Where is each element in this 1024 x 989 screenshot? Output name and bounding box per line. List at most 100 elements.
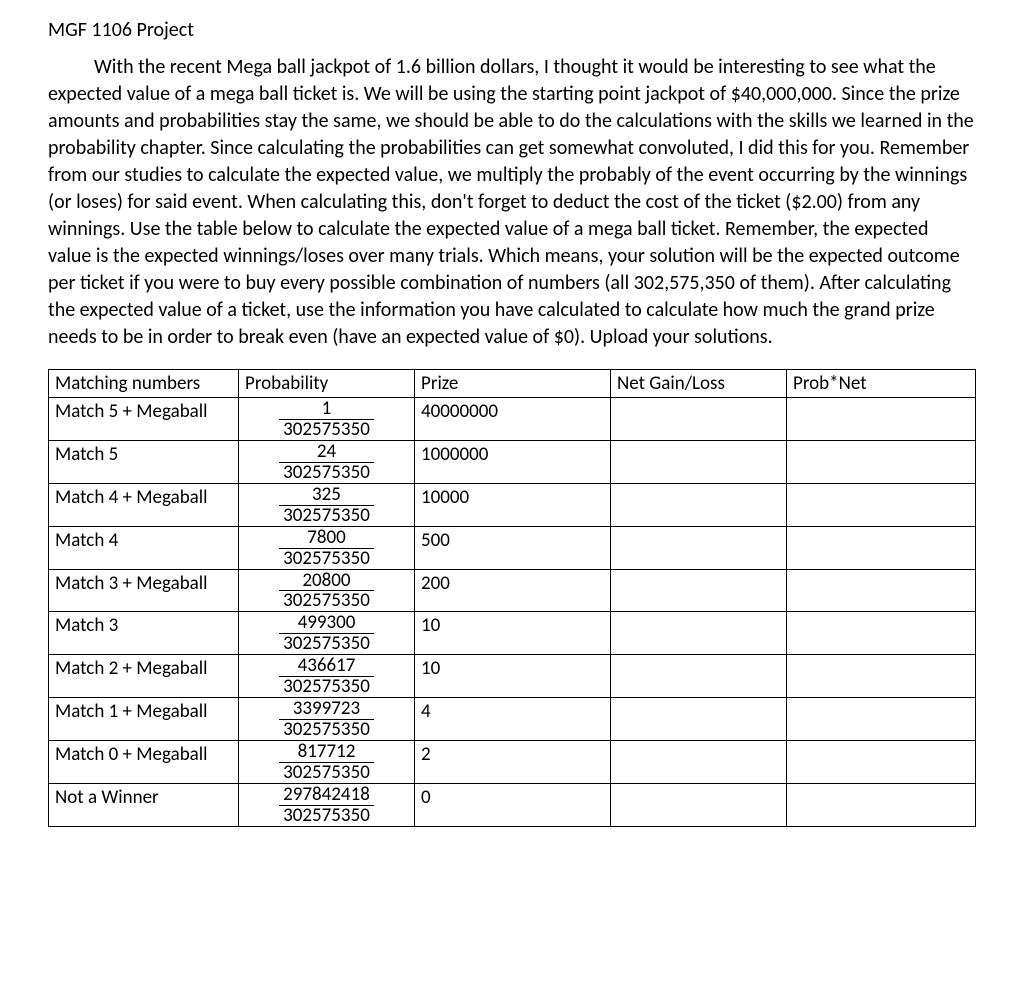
cell-net (611, 569, 787, 612)
page-title: MGF 1106 Project (48, 18, 976, 42)
probability-fraction: 24302575350 (279, 442, 374, 483)
fraction-numerator: 24 (279, 442, 374, 462)
cell-probability: 325302575350 (239, 483, 415, 526)
cell-probability: 20800302575350 (239, 569, 415, 612)
fraction-denominator: 302575350 (279, 762, 374, 783)
fraction-denominator: 302575350 (279, 548, 374, 569)
fraction-numerator: 436617 (279, 656, 374, 676)
cell-net (611, 741, 787, 784)
cell-matching: Match 3 (49, 612, 239, 655)
cell-net (611, 483, 787, 526)
fraction-denominator: 302575350 (279, 462, 374, 483)
cell-prize: 10 (415, 655, 611, 698)
fraction-numerator: 7800 (279, 528, 374, 548)
fraction-numerator: 3399723 (279, 699, 374, 719)
cell-probnet (787, 783, 976, 826)
cell-probnet (787, 612, 976, 655)
cell-probability: 7800302575350 (239, 526, 415, 569)
cell-net (611, 526, 787, 569)
cell-prize: 2 (415, 741, 611, 784)
cell-matching: Not a Winner (49, 783, 239, 826)
table-row: Match 5 24302575350 1000000 (49, 440, 976, 483)
cell-probnet (787, 483, 976, 526)
cell-net (611, 440, 787, 483)
cell-probability: 499300302575350 (239, 612, 415, 655)
fraction-denominator: 302575350 (279, 633, 374, 654)
cell-matching: Match 4 (49, 526, 239, 569)
fraction-numerator: 325 (279, 485, 374, 505)
cell-prize: 4 (415, 698, 611, 741)
table-row: Match 3 + Megaball 20800302575350 200 (49, 569, 976, 612)
cell-matching: Match 5 + Megaball (49, 398, 239, 441)
cell-probability: 24302575350 (239, 440, 415, 483)
cell-net (611, 655, 787, 698)
cell-prize: 200 (415, 569, 611, 612)
col-header-prize: Prize (415, 370, 611, 398)
fraction-denominator: 302575350 (279, 419, 374, 440)
cell-prize: 40000000 (415, 398, 611, 441)
cell-probnet (787, 569, 976, 612)
document-page: MGF 1106 Project With the recent Mega ba… (0, 0, 1024, 867)
fraction-denominator: 302575350 (279, 505, 374, 526)
cell-probnet (787, 698, 976, 741)
fraction-denominator: 302575350 (279, 719, 374, 740)
cell-net (611, 612, 787, 655)
table-row: Match 4 + Megaball 325302575350 10000 (49, 483, 976, 526)
table-row: Not a Winner 297842418302575350 0 (49, 783, 976, 826)
cell-prize: 10000 (415, 483, 611, 526)
fraction-denominator: 302575350 (279, 805, 374, 826)
col-header-probnet: Prob*Net (787, 370, 976, 398)
table-row: Match 4 7800302575350 500 (49, 526, 976, 569)
table-row: Match 2 + Megaball 436617302575350 10 (49, 655, 976, 698)
probability-fraction: 499300302575350 (279, 613, 374, 654)
cell-net (611, 783, 787, 826)
col-header-net: Net Gain/Loss (611, 370, 787, 398)
cell-prize: 0 (415, 783, 611, 826)
cell-probability: 817712302575350 (239, 741, 415, 784)
cell-net (611, 698, 787, 741)
cell-prize: 1000000 (415, 440, 611, 483)
cell-probnet (787, 655, 976, 698)
table-row: Match 0 + Megaball 817712302575350 2 (49, 741, 976, 784)
fraction-denominator: 302575350 (279, 676, 374, 697)
probability-fraction: 297842418302575350 (279, 785, 374, 826)
cell-probnet (787, 526, 976, 569)
cell-probnet (787, 398, 976, 441)
fraction-numerator: 20800 (279, 571, 374, 591)
cell-matching: Match 1 + Megaball (49, 698, 239, 741)
probability-fraction: 3399723302575350 (279, 699, 374, 740)
cell-prize: 10 (415, 612, 611, 655)
cell-matching: Match 4 + Megaball (49, 483, 239, 526)
cell-net (611, 398, 787, 441)
cell-probnet (787, 741, 976, 784)
cell-matching: Match 3 + Megaball (49, 569, 239, 612)
cell-matching: Match 0 + Megaball (49, 741, 239, 784)
probability-fraction: 20800302575350 (279, 571, 374, 612)
fraction-numerator: 817712 (279, 742, 374, 762)
probability-fraction: 817712302575350 (279, 742, 374, 783)
body-paragraph: With the recent Mega ball jackpot of 1.6… (48, 54, 976, 351)
probability-fraction: 7800302575350 (279, 528, 374, 569)
col-header-matching: Matching numbers (49, 370, 239, 398)
table-row: Match 1 + Megaball 3399723302575350 4 (49, 698, 976, 741)
fraction-numerator: 1 (279, 399, 374, 419)
table-row: Match 5 + Megaball 1302575350 40000000 (49, 398, 976, 441)
col-header-probability: Probability (239, 370, 415, 398)
probability-fraction: 436617302575350 (279, 656, 374, 697)
cell-probability: 297842418302575350 (239, 783, 415, 826)
cell-matching: Match 2 + Megaball (49, 655, 239, 698)
fraction-numerator: 297842418 (279, 785, 374, 805)
expected-value-table: Matching numbers Probability Prize Net G… (48, 369, 976, 827)
fraction-denominator: 302575350 (279, 590, 374, 611)
cell-probability: 436617302575350 (239, 655, 415, 698)
cell-probability: 3399723302575350 (239, 698, 415, 741)
cell-matching: Match 5 (49, 440, 239, 483)
probability-fraction: 1302575350 (279, 399, 374, 440)
table-row: Match 3 499300302575350 10 (49, 612, 976, 655)
fraction-numerator: 499300 (279, 613, 374, 633)
probability-fraction: 325302575350 (279, 485, 374, 526)
cell-probnet (787, 440, 976, 483)
cell-prize: 500 (415, 526, 611, 569)
cell-probability: 1302575350 (239, 398, 415, 441)
table-header-row: Matching numbers Probability Prize Net G… (49, 370, 976, 398)
